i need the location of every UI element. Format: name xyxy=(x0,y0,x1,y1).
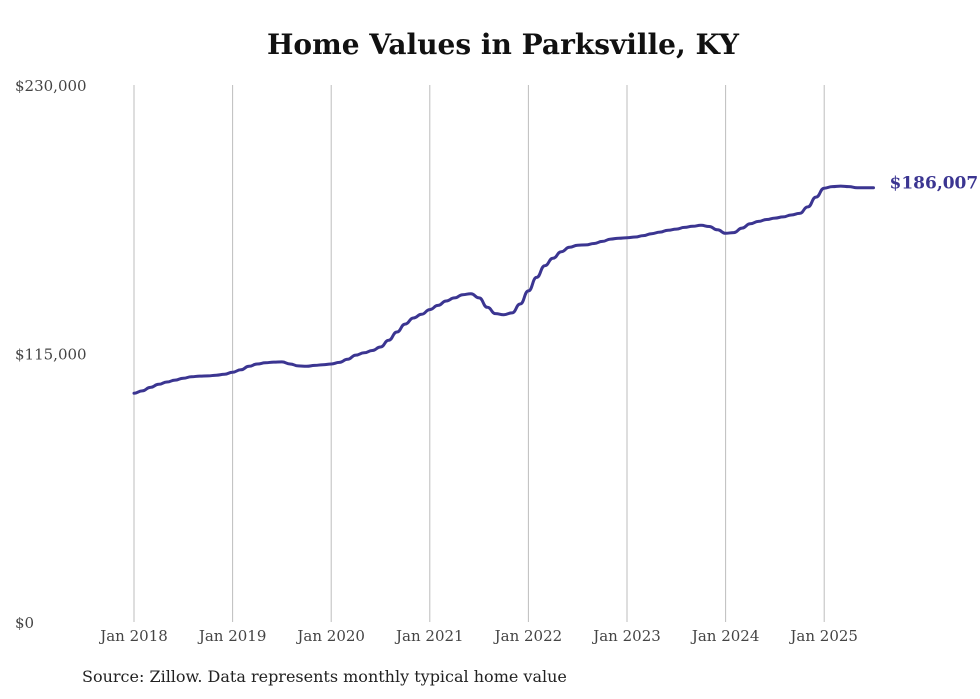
x-tick-label: Jan 2024 xyxy=(690,627,760,645)
x-axis-tick-labels: Jan 2018 Jan 2019 Jan 2020 Jan 2021 Jan 2022… xyxy=(98,627,858,645)
x-tick-label: Jan 2023 xyxy=(591,627,661,645)
x-tick-label: Jan 2018 xyxy=(98,627,168,645)
x-tick-label: Jan 2022 xyxy=(493,627,563,645)
y-tick-label: $0 xyxy=(15,614,34,632)
x-tick-label: Jan 2019 xyxy=(197,627,267,645)
vertical-gridlines xyxy=(133,85,825,622)
y-tick-label: $115,000 xyxy=(15,346,87,364)
series-line-group xyxy=(132,184,875,395)
x-tick-label: Jan 2020 xyxy=(295,627,365,645)
end-value-label: $186,007 xyxy=(890,174,979,194)
y-tick-label: $230,000 xyxy=(15,77,87,95)
chart-title: Home Values in Parksville, KY xyxy=(266,28,740,61)
series-line xyxy=(132,184,875,395)
end-value-label-group: $186,007 xyxy=(890,174,979,194)
source-note: Source: Zillow. Data represents monthly … xyxy=(82,667,567,686)
x-tick-label: Jan 2025 xyxy=(788,627,858,645)
x-tick-label: Jan 2021 xyxy=(394,627,464,645)
y-axis-tick-labels: $0 $115,000 $230,000 xyxy=(15,77,87,632)
